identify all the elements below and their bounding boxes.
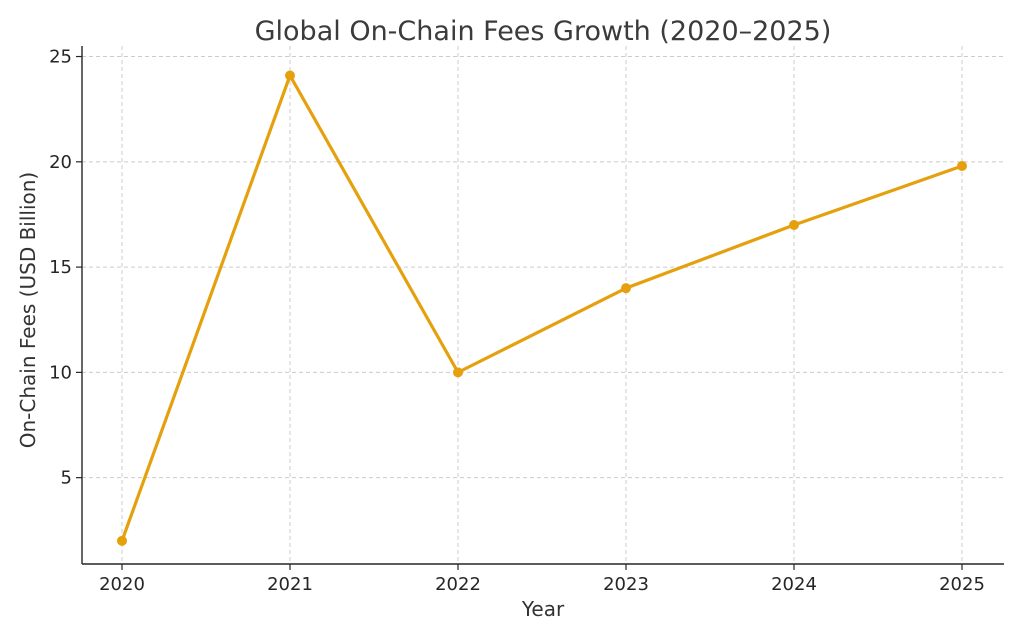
series-layer — [117, 70, 967, 546]
x-tick-label: 2023 — [603, 574, 649, 595]
data-point — [117, 535, 127, 546]
data-point — [789, 219, 799, 230]
y-tick-label: 10 — [49, 362, 72, 383]
x-tick-label: 2021 — [267, 574, 313, 595]
x-axis-label: Year — [521, 597, 565, 621]
y-tick-label: 15 — [49, 257, 72, 278]
y-axis-label: On-Chain Fees (USD Billion) — [16, 172, 40, 448]
y-tick-label: 20 — [49, 152, 72, 173]
x-tick-label: 2025 — [939, 574, 985, 595]
x-tick-label: 2024 — [771, 574, 817, 595]
data-point — [285, 70, 295, 81]
x-tick-label: 2022 — [435, 574, 481, 595]
y-tick-label: 25 — [49, 47, 72, 68]
y-tick-label: 5 — [61, 468, 72, 489]
data-point — [957, 161, 967, 172]
series-line — [120, 73, 963, 542]
data-point — [621, 283, 631, 294]
axes-layer — [81, 46, 1004, 565]
x-tick-label: 2020 — [99, 574, 145, 595]
grid-layer — [82, 46, 1004, 564]
data-point — [453, 367, 463, 378]
chart-title: Global On-Chain Fees Growth (2020–2025) — [255, 16, 832, 47]
